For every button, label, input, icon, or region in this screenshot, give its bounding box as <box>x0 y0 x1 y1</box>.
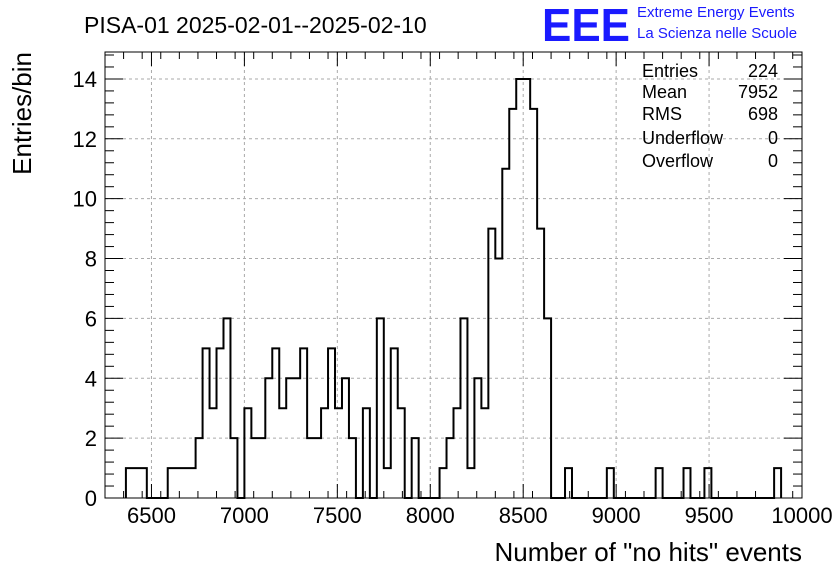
histogram-bin <box>474 378 481 498</box>
eee-logo-mark: EEE <box>542 0 630 51</box>
y-axis-label: Entries/bin <box>7 52 37 175</box>
histogram-bin <box>481 408 488 498</box>
x-axis-label: Number of "no hits" events <box>495 537 803 567</box>
histogram-bin <box>684 468 691 498</box>
histogram-bin <box>140 468 147 498</box>
histogram-bin <box>321 408 328 498</box>
y-tick-label: 8 <box>85 247 97 272</box>
histogram-bin <box>210 408 217 498</box>
histogram-bin <box>607 468 614 498</box>
histogram-bin <box>447 438 454 498</box>
histogram-bin <box>251 438 258 498</box>
histogram-bin <box>523 79 530 498</box>
x-tick-label: 6500 <box>127 503 176 528</box>
histogram-bin <box>203 348 210 498</box>
histogram-bin <box>495 259 502 498</box>
x-tick-label: 8000 <box>406 503 455 528</box>
histogram-bin <box>349 438 356 498</box>
histogram-bin <box>377 318 384 498</box>
logo-line-2: La Scienza nelle Scuole <box>637 25 797 42</box>
logo-line-1: Extreme Energy Events <box>637 4 795 21</box>
x-tick-label: 10000 <box>771 503 832 528</box>
x-tick-label: 7000 <box>220 503 269 528</box>
histogram-bin <box>488 229 495 498</box>
chart-title: PISA-01 2025-02-01--2025-02-10 <box>84 12 427 38</box>
histogram-bin <box>182 468 189 498</box>
histogram-bin <box>335 408 342 498</box>
histogram-bin <box>175 468 182 498</box>
histogram-bin <box>279 408 286 498</box>
stats-overflow-value: 0 <box>768 151 778 171</box>
y-tick-label: 4 <box>85 366 97 391</box>
plot-frame <box>104 51 803 499</box>
stats-entries-value: 224 <box>748 61 778 81</box>
axis-tick-labels: 6500 7000 7500 8000 8500 9000 9500 10000 0 2 4 6 8 10… <box>73 67 833 528</box>
histogram-bin <box>398 408 405 498</box>
histogram-bin <box>384 468 391 498</box>
x-tick-label: 9000 <box>592 503 641 528</box>
histogram-bin <box>704 468 711 498</box>
histogram-bin <box>454 408 461 498</box>
axis-ticks <box>104 52 803 499</box>
eee-logo: EEE Extreme Energy Events La Scienza nel… <box>542 0 797 51</box>
x-tick-label: 8500 <box>499 503 548 528</box>
histogram-bin <box>502 169 509 498</box>
histogram-bin <box>544 318 551 498</box>
histogram-bin <box>223 318 230 498</box>
histogram-bin <box>230 438 237 498</box>
histogram-bin <box>363 408 370 498</box>
stats-overflow-label: Overflow <box>642 151 714 171</box>
histogram-bin <box>460 318 467 498</box>
histogram-bin <box>196 438 203 498</box>
histogram-bin <box>774 468 781 498</box>
histogram-bin <box>272 348 279 498</box>
y-tick-label: 2 <box>85 426 97 451</box>
histogram-bin <box>126 468 133 498</box>
histogram-bin <box>307 438 314 498</box>
histogram-bin <box>189 468 196 498</box>
histogram-bin <box>530 109 537 498</box>
histogram-bin <box>342 378 349 498</box>
y-tick-label: 6 <box>85 306 97 331</box>
histogram-bin <box>467 468 474 498</box>
y-tick-label: 0 <box>85 486 97 511</box>
histogram-bin <box>509 109 516 498</box>
histogram-bin <box>412 438 419 498</box>
histogram-bin <box>258 438 265 498</box>
histogram-bin <box>244 408 251 498</box>
histogram-bin <box>168 468 175 498</box>
histogram-bin <box>293 378 300 498</box>
stats-underflow-value: 0 <box>768 128 778 148</box>
y-tick-label: 14 <box>73 67 97 92</box>
histogram-bin <box>537 229 544 498</box>
stats-box: Entries 224 Mean 7952 RMS 698 Underflow … <box>642 61 778 171</box>
y-tick-label: 12 <box>73 127 97 152</box>
stats-underflow-label: Underflow <box>642 128 724 148</box>
histogram-bin <box>133 468 140 498</box>
histogram-bin <box>565 468 572 498</box>
histogram-bin <box>516 79 523 498</box>
stats-rms-label: RMS <box>642 104 682 124</box>
histogram-bin <box>265 378 272 498</box>
histogram-bin <box>391 348 398 498</box>
x-tick-label: 9500 <box>685 503 734 528</box>
histogram-bin <box>286 378 293 498</box>
stats-mean-label: Mean <box>642 82 687 102</box>
histogram-bin <box>314 438 321 498</box>
histogram-outline <box>124 77 783 499</box>
stats-entries-label: Entries <box>642 61 698 81</box>
histogram-bin <box>300 348 307 498</box>
histogram-bin <box>328 348 335 498</box>
histogram-bin <box>656 468 663 498</box>
stats-rms-value: 698 <box>748 104 778 124</box>
x-tick-label: 7500 <box>313 503 362 528</box>
stats-mean-value: 7952 <box>738 82 778 102</box>
histogram-bin <box>217 348 224 498</box>
y-tick-label: 10 <box>73 187 97 212</box>
histogram-bin <box>440 468 447 498</box>
